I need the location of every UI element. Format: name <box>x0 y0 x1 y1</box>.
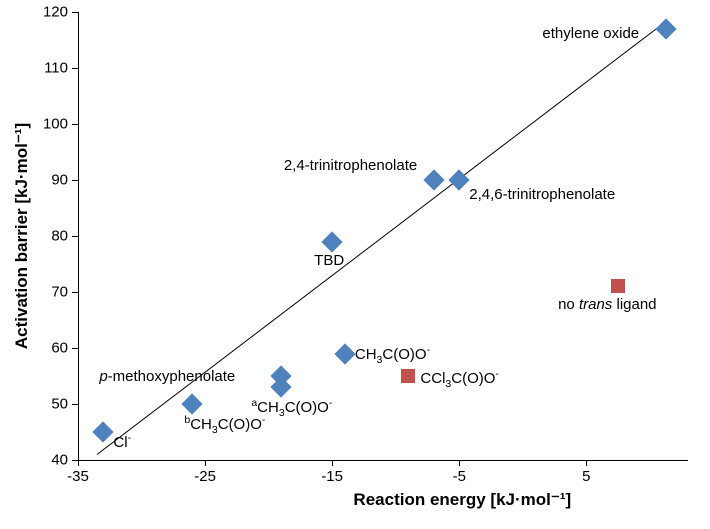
y-tick <box>72 12 78 13</box>
x-tick-label: -25 <box>194 468 216 485</box>
point-label: aCH3C(O)O- <box>251 399 332 416</box>
data-point <box>325 234 340 249</box>
point-label: 2,4,6-trinitrophenolate <box>469 186 615 203</box>
x-tick <box>586 460 587 466</box>
point-label: CH3C(O)O- <box>355 346 430 363</box>
y-tick <box>72 236 78 237</box>
y-tick-label: 90 <box>51 172 68 189</box>
y-tick-label: 70 <box>51 284 68 301</box>
point-label: CCl3C(O)O- <box>420 370 499 387</box>
data-point <box>185 397 200 412</box>
data-point <box>452 173 467 188</box>
scatter-chart: -35 -25 -15 -5 5 40 50 60 70 80 90 100 110 120 Cl-bCH… <box>0 0 710 529</box>
y-axis-title: Activation barrier [kJ·mol⁻¹] <box>12 123 32 349</box>
y-tick-label: 40 <box>51 452 68 469</box>
x-tick <box>205 460 206 466</box>
y-tick <box>72 460 78 461</box>
y-tick <box>72 348 78 349</box>
y-tick-label: 60 <box>51 340 68 357</box>
y-tick <box>72 68 78 69</box>
data-point <box>337 346 352 361</box>
y-tick-label: 110 <box>44 60 68 77</box>
point-label: ethylene oxide <box>542 25 639 42</box>
data-point <box>611 279 625 293</box>
point-label: bCH3C(O)O- <box>184 416 265 433</box>
y-tick-label: 120 <box>43 4 68 21</box>
y-tick-label: 80 <box>51 228 68 245</box>
x-tick <box>332 460 333 466</box>
y-tick-label: 50 <box>51 396 68 413</box>
point-label: p-methoxyphenolate <box>99 368 235 385</box>
x-tick-label: -15 <box>321 468 343 485</box>
data-point <box>96 425 111 440</box>
point-label: no trans ligand <box>558 296 656 313</box>
x-tick-label: 5 <box>582 468 590 485</box>
y-axis-line <box>78 12 79 460</box>
x-axis-line <box>78 460 688 461</box>
x-axis-title: Reaction energy [kJ·mol⁻¹] <box>353 490 571 510</box>
point-label: Cl- <box>113 434 131 451</box>
data-point <box>426 173 441 188</box>
y-tick-label: 100 <box>43 116 68 133</box>
y-tick <box>72 180 78 181</box>
x-tick-label: -35 <box>67 468 89 485</box>
data-point <box>274 369 289 384</box>
x-tick-label: -5 <box>453 468 466 485</box>
data-point <box>401 369 415 383</box>
point-label: TBD <box>314 252 344 269</box>
y-tick <box>72 292 78 293</box>
data-point <box>659 21 674 36</box>
y-tick <box>72 404 78 405</box>
y-tick <box>72 124 78 125</box>
x-tick <box>78 460 79 466</box>
x-tick <box>459 460 460 466</box>
point-label: 2,4-trinitrophenolate <box>284 157 417 174</box>
